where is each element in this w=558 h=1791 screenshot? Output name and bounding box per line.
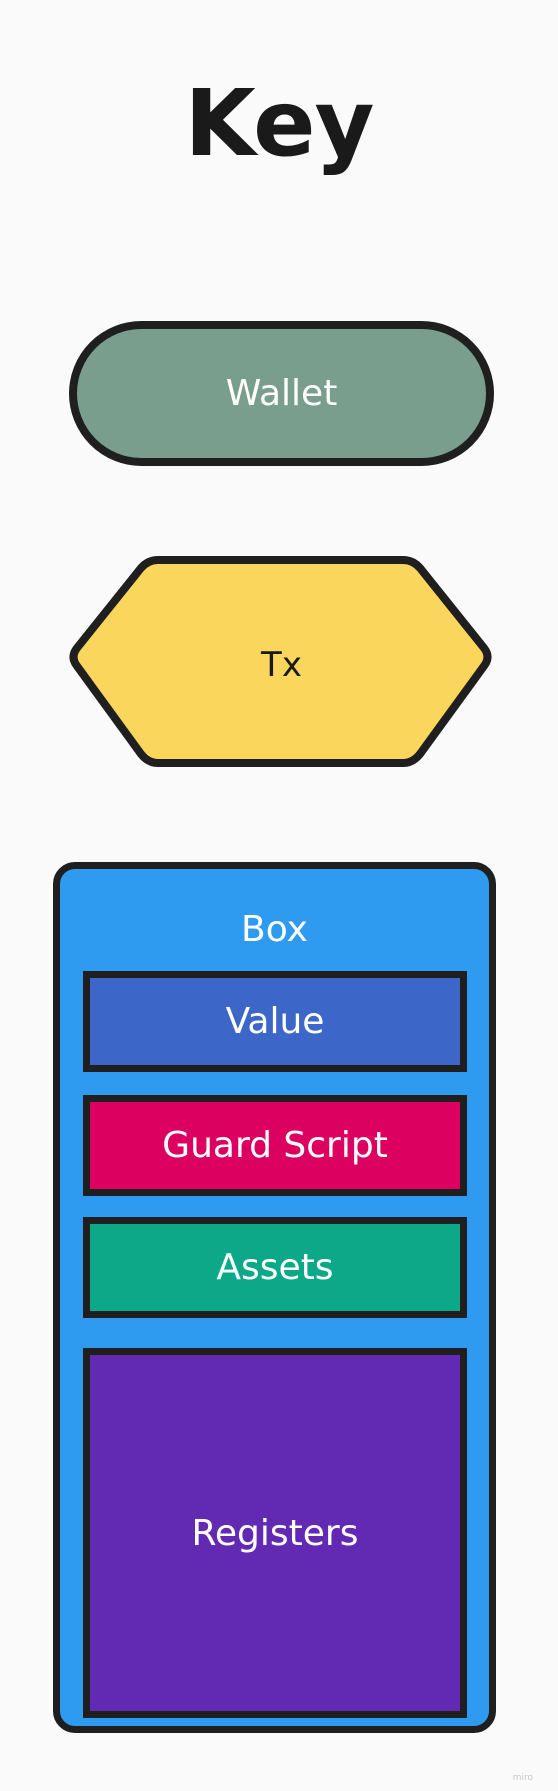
value-label: Value: [225, 1001, 325, 1042]
guard-script-field: Guard Script: [83, 1095, 467, 1196]
key-title: Key: [184, 70, 374, 177]
wallet-label: Wallet: [225, 373, 338, 414]
assets-field: Assets: [83, 1217, 467, 1318]
tx-shape: Tx: [69, 560, 494, 770]
assets-label: Assets: [216, 1247, 334, 1288]
registers-field: Registers: [83, 1348, 467, 1718]
wallet-shape: Wallet: [69, 321, 494, 466]
tx-hexagon-shape: [69, 556, 492, 767]
value-field: Value: [83, 971, 467, 1072]
registers-label: Registers: [191, 1512, 359, 1554]
box-label: Box: [241, 909, 308, 950]
guard-script-label: Guard Script: [162, 1125, 388, 1166]
tx-label: Tx: [261, 645, 302, 685]
box-container: Box Value Guard Script Assets Registers: [53, 862, 496, 1733]
miro-watermark: miro: [512, 1773, 533, 1783]
